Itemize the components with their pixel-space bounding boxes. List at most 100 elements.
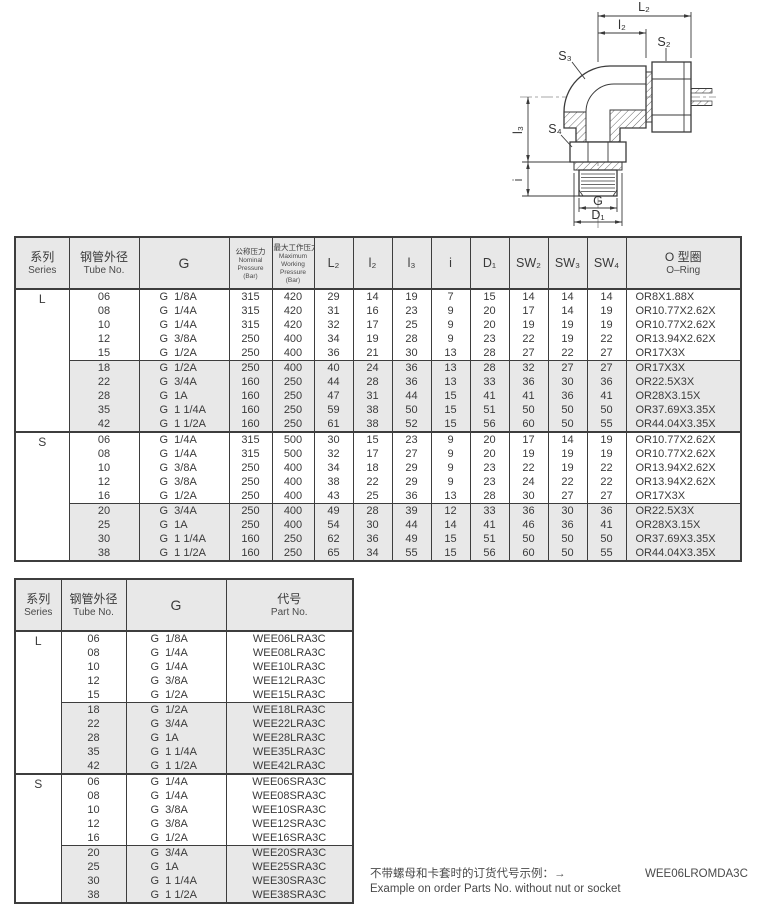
cell: 34 xyxy=(352,546,393,561)
cell: 315 xyxy=(228,289,273,304)
cell: 15 xyxy=(60,688,127,703)
cell: 400 xyxy=(271,332,315,346)
header-series: 系列 Series xyxy=(14,236,70,290)
cell: 50 xyxy=(586,532,627,546)
cell: 60 xyxy=(508,546,549,561)
cell: 50 xyxy=(391,403,432,417)
cell: 22 xyxy=(352,475,393,489)
spec-table-body: L 06 G 1/8A 315 420 29 14 19 7 15 14 14 14 OR8X1.88X 0… xyxy=(14,289,742,561)
cell: 27 xyxy=(547,360,588,375)
cell: 42 xyxy=(68,417,140,432)
cell: 30 xyxy=(547,503,588,518)
table-row: 10 G 1/4A 315 420 32 17 25 9 20 19 19 19 OR10.77X2.6… xyxy=(15,318,742,332)
cell: WEE25SRA3C xyxy=(225,860,354,874)
cell: 17 xyxy=(508,431,549,447)
table-row: 16 G 1/2A WEE16SRA3C xyxy=(15,831,354,846)
cell: 38 xyxy=(352,417,393,432)
cell: 19 xyxy=(547,332,588,346)
cell: 06 xyxy=(68,431,140,447)
dim-label-D1: D₁ xyxy=(591,208,604,222)
cell: 28 xyxy=(391,332,432,346)
cell: G 1/2A xyxy=(125,688,227,703)
cell: 36 xyxy=(586,503,627,518)
cell: 400 xyxy=(271,461,315,475)
cell: 35 xyxy=(60,745,127,759)
series-cell: S xyxy=(14,431,70,561)
cell: 36 xyxy=(508,375,549,389)
cell: G 1/8A xyxy=(125,631,227,646)
table-row: 16 G 1/2A 250 400 43 25 36 13 28 30 27 27 OR17X3X xyxy=(15,489,742,504)
cell: 14 xyxy=(547,289,588,304)
cell: 12 xyxy=(430,503,471,518)
header-oring-cn: O 型圈 xyxy=(664,250,702,264)
cell: 25 xyxy=(391,318,432,332)
cell: G 1A xyxy=(125,860,227,874)
cell: G 1/2A xyxy=(125,831,227,846)
table-row: 38 G 1 1/2A 160 250 65 34 55 15 56 60 50 55 OR44.04X… xyxy=(15,546,742,561)
cell: 44 xyxy=(391,389,432,403)
cell: 13 xyxy=(430,375,471,389)
cell: 14 xyxy=(352,289,393,304)
cell: 29 xyxy=(391,475,432,489)
header-series: 系列 Series xyxy=(14,578,62,632)
cell: 420 xyxy=(271,304,315,318)
cell: G 1 1/4A xyxy=(125,874,227,888)
cell: 20 xyxy=(469,431,510,447)
table-row: 12 G 3/8A 250 400 38 22 29 9 23 24 22 22 OR13.94X2.6… xyxy=(15,475,742,489)
cell: WEE12SRA3C xyxy=(225,817,354,831)
cell: 9 xyxy=(430,318,471,332)
cell: 9 xyxy=(430,332,471,346)
header-dim-l3: l₃ xyxy=(391,236,432,290)
cell: G 1 1/4A xyxy=(138,403,230,417)
cell: 41 xyxy=(508,389,549,403)
cell: OR44.04X3.35X xyxy=(625,546,742,561)
cell: OR17X3X xyxy=(625,489,742,504)
cell: 250 xyxy=(271,532,315,546)
cell: WEE16SRA3C xyxy=(225,831,354,846)
cell: 54 xyxy=(313,518,354,532)
cell: 400 xyxy=(271,503,315,518)
header-part-no: 代号 Part No. xyxy=(225,578,354,632)
cell: 20 xyxy=(469,304,510,318)
table-row: 15 G 1/2A 250 400 36 21 30 13 28 27 22 27 OR17X3X xyxy=(15,346,742,361)
table-row: 15 G 1/2A WEE15LRA3C xyxy=(15,688,354,703)
cell: 250 xyxy=(228,461,273,475)
dim-label-L2: L₂ xyxy=(638,0,650,14)
cell: WEE42LRA3C xyxy=(225,759,354,774)
header-max-pressure: 最大工作压力 Maximum Working Pressure (Bar) xyxy=(271,236,315,290)
dim-label-l2: l₂ xyxy=(618,18,626,32)
cell: 10 xyxy=(68,461,140,475)
cell: 19 xyxy=(547,461,588,475)
part-table-header-row: 系列 Series 钢管外径 Tube No. G 代号 Part No. xyxy=(14,578,354,632)
cell: 62 xyxy=(313,532,354,546)
cell: 250 xyxy=(271,546,315,561)
cell: G 3/8A xyxy=(125,803,227,817)
cell: G 3/8A xyxy=(138,475,230,489)
header-series-en: Series xyxy=(24,607,53,618)
cell: 50 xyxy=(547,532,588,546)
cell: G 1/4A xyxy=(138,318,230,332)
dim-label-S2: S₂ xyxy=(657,35,670,49)
cell: G 3/4A xyxy=(138,503,230,518)
table-row: 08 G 1/4A 315 500 32 17 27 9 20 19 19 19 OR10.77X2.6… xyxy=(15,447,742,461)
spec-table: 系列 Series 钢管外径 Tube No. G 公称压力 Nominal P… xyxy=(14,236,742,562)
cell: 35 xyxy=(68,403,140,417)
cell: 27 xyxy=(586,346,627,361)
cell: G 1 1/2A xyxy=(138,417,230,432)
cell: G 1/4A xyxy=(125,789,227,803)
cell: WEE06SRA3C xyxy=(225,773,354,789)
table-row: 12 G 3/8A WEE12LRA3C xyxy=(15,674,354,688)
header-series-en: Series xyxy=(28,265,57,276)
cell: 28 xyxy=(352,503,393,518)
cell: 250 xyxy=(271,389,315,403)
cell: 55 xyxy=(391,546,432,561)
cell: 08 xyxy=(60,789,127,803)
table-row: 22 G 3/4A WEE22LRA3C xyxy=(15,717,354,731)
header-g-thread: G xyxy=(125,578,227,632)
part-table-body: L 06 G 1/8A WEE06LRA3C 08 G 1/4A WEE08LRA3C 10 G… xyxy=(14,631,354,903)
cell: 400 xyxy=(271,489,315,504)
cell: 19 xyxy=(586,318,627,332)
header-g-thread: G xyxy=(138,236,230,290)
